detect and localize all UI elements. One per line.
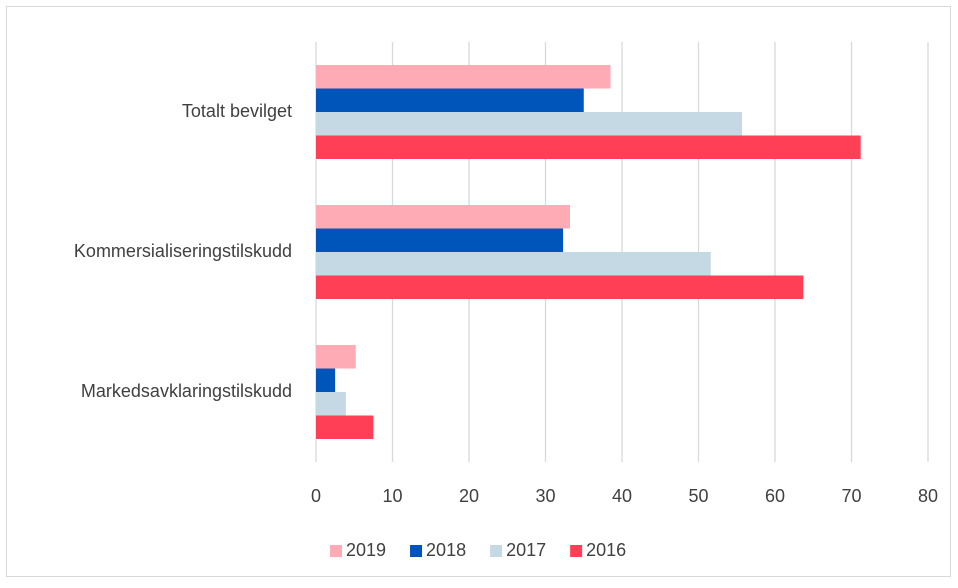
y-tick-label: Totalt bevilget [182, 101, 292, 121]
bar [316, 345, 356, 369]
x-tick-label: 80 [918, 486, 938, 506]
bar [316, 88, 584, 112]
bar [316, 228, 564, 252]
bar [316, 135, 861, 159]
x-tick-label: 40 [612, 486, 632, 506]
bar [316, 392, 346, 416]
x-tick-label: 10 [382, 486, 402, 506]
legend-label: 2018 [426, 540, 466, 560]
legend-swatch [490, 545, 503, 557]
x-tick-label: 60 [765, 486, 785, 506]
x-tick-label: 20 [459, 486, 479, 506]
x-tick-label: 50 [688, 486, 708, 506]
legend-swatch [410, 545, 423, 557]
y-tick-label: Kommersialiseringstilskudd [74, 241, 292, 261]
x-tick-label: 0 [311, 486, 321, 506]
x-tick-label: 70 [841, 486, 861, 506]
legend-label: 2017 [506, 540, 546, 560]
legend-label: 2019 [346, 540, 386, 560]
bar [316, 275, 804, 299]
y-tick-label: Markedsavklaringstilskudd [81, 381, 292, 401]
legend-swatch [570, 545, 583, 557]
bar [316, 65, 611, 89]
legend-swatch [330, 545, 342, 557]
bar [316, 112, 743, 136]
bar [316, 205, 570, 229]
x-tick-label: 30 [535, 486, 555, 506]
bar [316, 252, 711, 276]
bar [316, 415, 374, 439]
bar [316, 368, 336, 392]
legend-label: 2016 [586, 540, 626, 560]
